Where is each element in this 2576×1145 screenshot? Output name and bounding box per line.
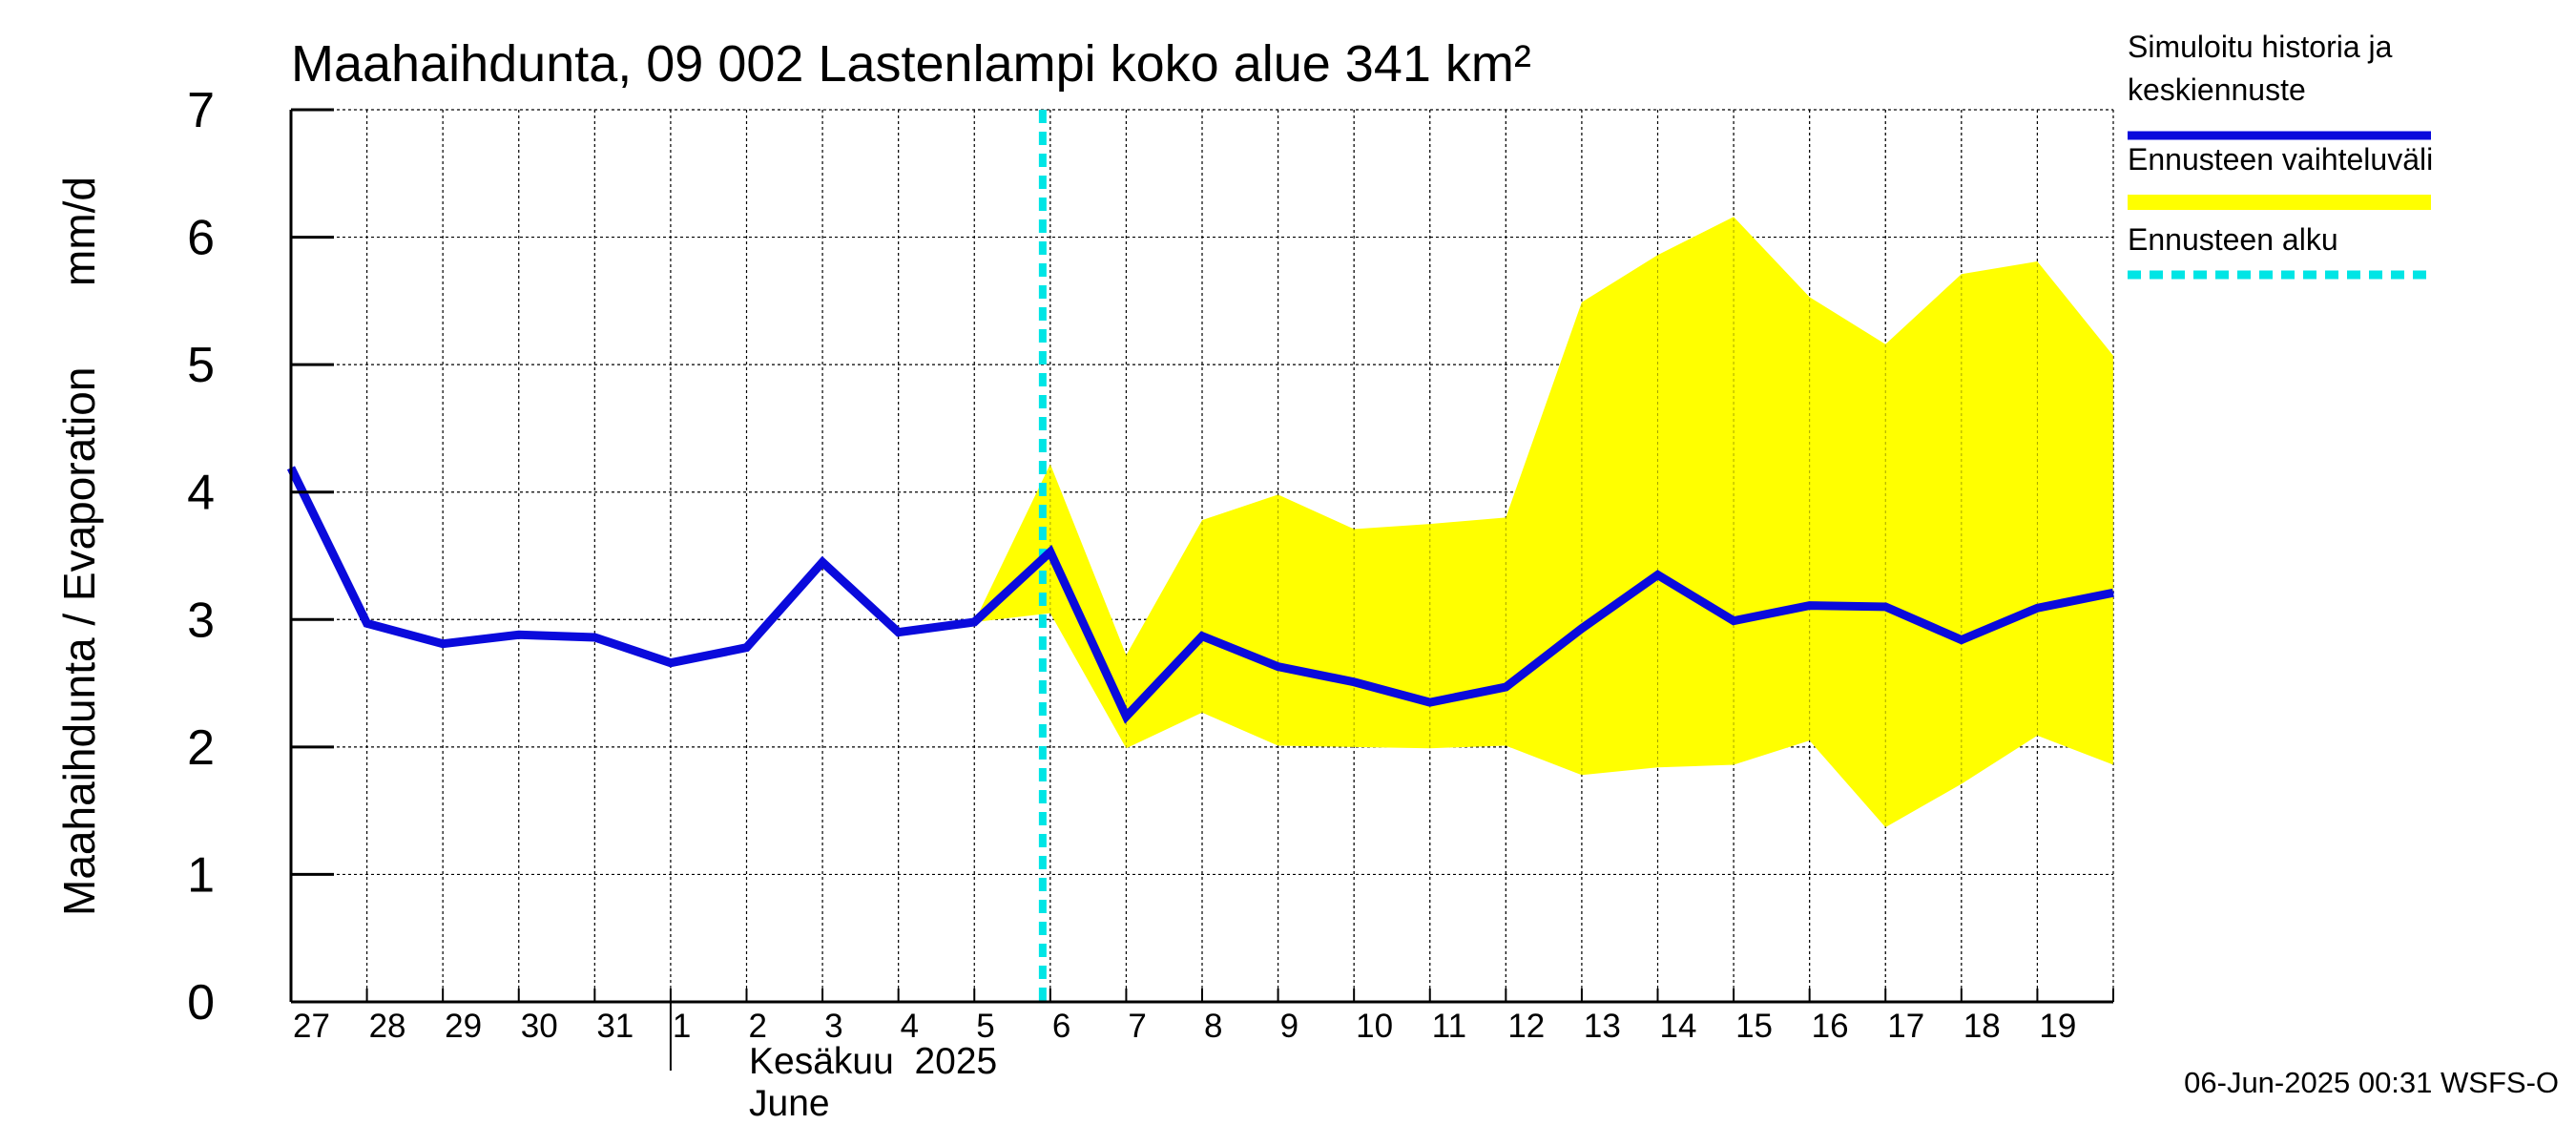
forecast-range-band-layer xyxy=(974,217,2113,828)
x-tick-label: 8 xyxy=(1204,1008,1222,1045)
y-tick-label: 2 xyxy=(187,720,215,776)
y-tick-label: 0 xyxy=(187,975,215,1030)
series-point xyxy=(897,631,900,634)
x-tick-label: 28 xyxy=(369,1008,406,1045)
legend-label: Ennusteen alku xyxy=(2128,222,2338,257)
legend-label: keskiennuste xyxy=(2128,73,2306,107)
chart-title: Maahaihdunta, 09 002 Lastenlampi koko al… xyxy=(291,35,1531,93)
x-tick-label: 19 xyxy=(2039,1008,2076,1045)
legend: Simuloitu historia ja keskiennuste Ennuste… xyxy=(2128,30,2433,280)
x-tick-label: 10 xyxy=(1356,1008,1393,1045)
x-tick-label: 17 xyxy=(1887,1008,1924,1045)
y-tick-label: 7 xyxy=(187,83,215,138)
y-tick-label: 1 xyxy=(187,847,215,903)
y-tick-label: 5 xyxy=(187,338,215,393)
series-point xyxy=(669,661,672,664)
series-point xyxy=(1277,665,1279,668)
y-tick-labels: 0 1 2 3 4 5 6 7 xyxy=(187,83,215,1030)
series-point xyxy=(1353,680,1356,683)
series-point xyxy=(517,634,520,636)
x-tick-label: 15 xyxy=(1735,1008,1773,1045)
x-tick-label: 1 xyxy=(673,1008,691,1045)
timestamp-footer: 06-Jun-2025 00:31 WSFS-O xyxy=(2184,1066,2559,1099)
series-point xyxy=(745,646,748,649)
series-point xyxy=(1428,701,1431,704)
x-tick-label: 13 xyxy=(1584,1008,1621,1045)
series-point xyxy=(365,622,368,625)
x-tick-label: 12 xyxy=(1507,1008,1545,1045)
legend-label: Ennusteen vaihteluväli xyxy=(2128,142,2433,177)
series-point xyxy=(442,642,445,645)
series-point xyxy=(1733,619,1735,622)
legend-label: Simuloitu historia ja xyxy=(2128,30,2393,64)
month-label-en: June xyxy=(749,1083,830,1124)
x-tick-label: 6 xyxy=(1052,1008,1070,1045)
x-tick-label: 18 xyxy=(1963,1008,2001,1045)
series-point xyxy=(1505,686,1507,689)
x-tick-label: 3 xyxy=(824,1008,842,1045)
axes xyxy=(289,108,2114,1071)
x-tick-label: 31 xyxy=(596,1008,634,1045)
series-point xyxy=(2112,592,2114,594)
y-axis-label: Maahaihdunta / Evaporation xyxy=(54,367,104,916)
series-point xyxy=(1960,638,1963,641)
x-tick-label: 4 xyxy=(901,1008,919,1045)
x-tick-label: 16 xyxy=(1812,1008,1849,1045)
x-tick-label: 5 xyxy=(976,1008,994,1045)
series-point xyxy=(1884,605,1887,608)
y-tick-label: 6 xyxy=(187,211,215,266)
forecast-range-band xyxy=(974,217,2113,828)
x-tick-label: 11 xyxy=(1432,1008,1466,1045)
y-tick-label: 4 xyxy=(187,466,215,521)
y-axis-unit: mm/d xyxy=(54,177,104,286)
x-tick-label: 9 xyxy=(1280,1008,1298,1045)
x-tick-labels: 27 28 29 30 31 1 2 3 4 5 6 7 8 9 10 11 12 13 14 15 16 17 18 19 xyxy=(293,1008,2076,1045)
series-point xyxy=(1808,604,1811,607)
series-point xyxy=(1049,551,1051,553)
y-tick-label: 3 xyxy=(187,593,215,648)
series-point xyxy=(2036,607,2039,610)
x-tick-label: 14 xyxy=(1660,1008,1697,1045)
series-point xyxy=(821,561,824,564)
x-tick-label: 2 xyxy=(749,1008,767,1045)
series-point xyxy=(1580,627,1583,630)
series-point xyxy=(1656,573,1659,576)
series-point xyxy=(973,620,976,623)
x-tick-label: 30 xyxy=(521,1008,558,1045)
series-point xyxy=(1201,635,1203,637)
x-tick-label: 7 xyxy=(1128,1008,1146,1045)
x-tick-label: 27 xyxy=(293,1008,330,1045)
month-label-fi: Kesäkuu 2025 xyxy=(749,1041,997,1082)
x-tick-label: 29 xyxy=(445,1008,482,1045)
series-point xyxy=(593,635,596,638)
series-point xyxy=(1125,715,1128,718)
